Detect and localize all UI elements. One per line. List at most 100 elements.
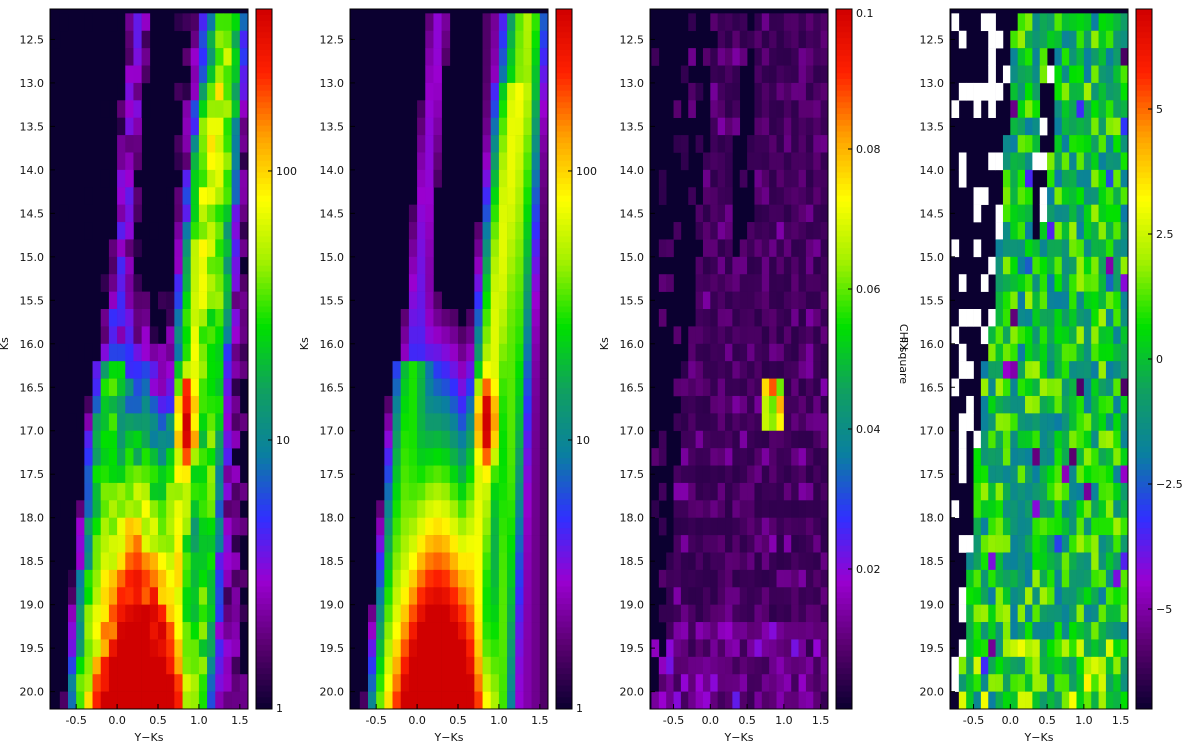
colorbar-band [256,481,272,488]
heatmap-cell [174,587,183,605]
heatmap-cell [182,569,192,588]
heatmap-cell [732,378,741,397]
heatmap-cell [725,135,733,153]
heatmap-cell [980,361,989,379]
colorbar-band [556,189,572,197]
heatmap-cell [231,152,241,171]
heatmap-cell [1002,622,1011,640]
heatmap-cell [507,448,516,466]
heatmap-cell [174,274,183,292]
heatmap-cell [702,239,711,258]
heatmap-cell [966,691,974,710]
heatmap-cell [725,535,733,553]
heatmap-cell [951,13,960,32]
heatmap-cell [717,569,726,588]
colorbar-band [836,469,852,477]
heatmap-cell [166,569,175,588]
colorbar-band [1136,201,1152,208]
heatmap-cell [490,691,500,710]
colorbar-band [256,609,272,617]
heatmap-cell [710,517,718,536]
heatmap-cell [531,413,541,432]
heatmap-cell [133,517,142,536]
heatmap-cell [400,430,410,449]
heatmap-cell [507,413,516,432]
heatmap-cell [474,378,483,397]
heatmap-cell [223,187,232,205]
heatmap-cell [182,465,192,484]
colorbar-band [556,67,572,74]
heatmap-cell [1098,30,1107,49]
heatmap-cell [1098,361,1107,379]
heatmap-cell [1047,256,1055,275]
heatmap-cell [182,274,192,292]
heatmap-cell [1083,587,1092,605]
heatmap-cell [995,378,1004,397]
heatmap-cell [158,569,167,588]
colorbar-band [556,475,572,482]
heatmap-cell [133,569,142,588]
colorbar-band [836,376,852,383]
heatmap-cell [1069,691,1077,710]
heatmap-cell [980,552,989,571]
heatmap-cell [433,100,442,118]
heatmap-cell [449,622,459,640]
heatmap-cell [1017,604,1026,623]
heatmap-cell [466,552,475,571]
colorbar-band [1136,189,1152,197]
heatmap-cell [717,622,726,640]
colorbar-band [836,201,852,208]
heatmap-cell [507,239,516,258]
heatmap-cell [813,100,821,118]
heatmap-cell [207,274,216,292]
heatmap-cell [958,30,967,49]
heatmap-cell [1061,326,1070,345]
heatmap-cell [1076,82,1085,101]
heatmap-cell [392,674,402,692]
colorbar-band [556,219,572,226]
y-axis-label: Ks [598,337,611,350]
colorbar-tick-label: 0.04 [856,423,881,436]
colorbar-band [836,627,852,634]
heatmap-cell [776,117,785,136]
heatmap-cell [239,517,249,536]
heatmap-cell [1069,65,1077,84]
heatmap-cell [1098,256,1107,275]
colorbar-band [256,347,272,354]
heatmap-cell [539,430,549,449]
heatmap-cell [769,274,777,292]
heatmap-cell [725,13,733,32]
heatmap-cell [482,187,492,205]
heatmap-cell [1061,309,1070,327]
colorbar-band [836,195,852,202]
colorbar-band [1136,388,1152,395]
heatmap-cell [1039,482,1048,501]
heatmap-cell [725,656,733,675]
heatmap-cell [239,274,249,292]
heatmap-cell [198,413,208,432]
heatmap-cell [190,587,200,605]
heatmap-cell [108,517,118,536]
heatmap-cell [507,169,516,188]
heatmap-cell [710,169,718,188]
heatmap-cell [732,482,741,501]
heatmap-cell [433,82,442,101]
heatmap-cell [490,135,500,153]
heatmap-cell [1098,413,1107,432]
heatmap-cell [231,569,241,588]
colorbar-band [256,639,272,646]
heatmap-cell [1113,204,1121,223]
heatmap-cell [1010,656,1018,675]
heatmap-cell [966,413,974,432]
colorbar-band [1136,61,1152,68]
heatmap-cell [783,674,792,692]
heatmap-cell [820,361,829,379]
heatmap-cell [166,413,175,432]
heatmap-cell [198,82,208,101]
heatmap-cell [973,656,982,675]
heatmap-cell [651,691,660,710]
heatmap-cell [215,30,224,49]
colorbar-band [836,283,852,290]
heatmap-cell [1032,274,1041,292]
heatmap-cell [531,430,541,449]
